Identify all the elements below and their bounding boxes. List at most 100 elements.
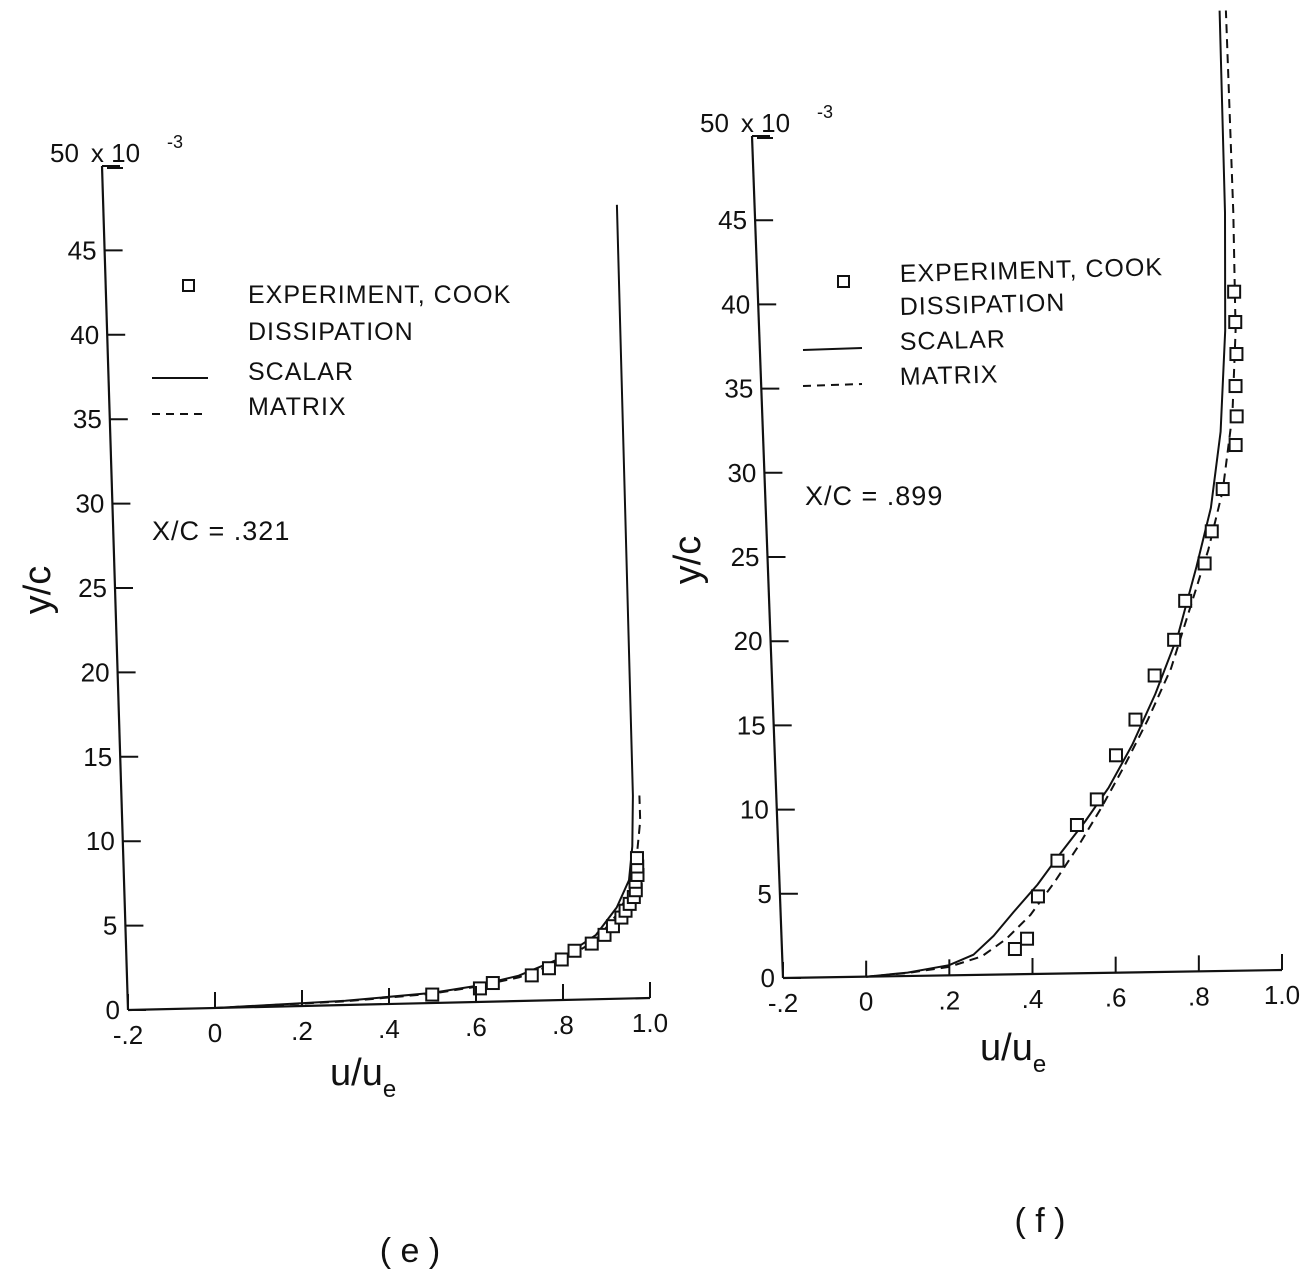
panel-e-marker-experiment-cook [541, 961, 556, 976]
panel-e-x-tick-label: .6 [465, 1012, 487, 1042]
panel-e-x-tick-label: .2 [291, 1016, 313, 1046]
panel-f-marker-experiment-cook [1050, 853, 1065, 868]
panel-e-legend-scalar: SCALAR [248, 358, 354, 386]
panel-e-y-scale-exp: -3 [167, 132, 183, 152]
panel-e-legend-matrix: MATRIX [248, 393, 347, 421]
panel-e-marker-experiment-cook [485, 976, 500, 991]
panel-f-y-scale: x 10 [741, 108, 790, 138]
panel-e-y-tick-label: 0 [106, 995, 120, 1025]
panel-f-legend-marker-experiment [837, 275, 850, 288]
panel-f-marker-experiment-cook [1228, 379, 1243, 394]
panel-e-label: ( e ) [380, 1232, 440, 1270]
panel-e-marker-experiment-cook [554, 952, 569, 967]
panel-e-marker-experiment-cook [425, 987, 440, 1002]
panel-f-y-scale-exp: -3 [817, 102, 833, 122]
panel-f-marker-experiment-cook [1197, 556, 1212, 571]
panel-f-legend-title: DISSIPATION [899, 289, 1065, 321]
panel-f-x-tick-label: .4 [1022, 984, 1044, 1014]
panel-e-legend: EXPERIMENT, COOK DISSIPATION SCALAR MATR… [152, 279, 511, 421]
panel-f-x-tick-label: -.2 [768, 988, 798, 1018]
panel-f-x-tick-label: 1.0 [1264, 980, 1300, 1010]
panel-f-x-label-main: u/u [980, 1027, 1033, 1069]
panel-e-x-tick-label: 0 [208, 1018, 222, 1048]
panel-e-x-tick-label: -.2 [113, 1020, 143, 1050]
panel-f-y-tick-label: 15 [737, 710, 766, 740]
panel-f-marker-experiment-cook [1030, 889, 1045, 904]
panel-e-marker-experiment-cook [524, 968, 539, 983]
panel-f-marker-experiment-cook [1227, 284, 1242, 299]
panel-e-x-label-sub: e [383, 1076, 396, 1103]
panel-f-x-label-sub: e [1033, 1051, 1046, 1078]
panel-f-marker-experiment-cook [1089, 792, 1104, 807]
panel-e-y-tick-label: 20 [81, 657, 110, 687]
panel-f-legend-matrix: MATRIX [899, 360, 998, 391]
panel-e-marks [214, 204, 645, 1009]
panel-e-y-tick-top: 50 [50, 138, 79, 168]
panel-f-y-scale-base: 50 x 10 [700, 108, 790, 138]
panel-e-legend-experiment: EXPERIMENT, COOK [248, 281, 511, 309]
panel-e-y-tick-label: 5 [103, 911, 117, 941]
panel-f-marks [866, 10, 1244, 978]
panel-f-marker-experiment-cook [1128, 712, 1143, 727]
panel-f-x-tick-label: .6 [1105, 983, 1127, 1013]
panel-f-marker-experiment-cook [1007, 942, 1022, 957]
panel-e-x-tick-label: 1.0 [632, 1008, 668, 1038]
panel-f-marker-experiment-cook [1020, 931, 1035, 946]
panel-e-x-tick-label: .4 [378, 1014, 400, 1044]
panel-e-y-tick-label: 10 [86, 826, 115, 856]
panel-f-x-tick-label: .8 [1188, 981, 1210, 1011]
panel-e-y-scale: x 10 [91, 138, 140, 168]
panel-f-annotation: X/C = .899 [805, 481, 943, 511]
panel-f-y-tick-label: 30 [727, 458, 756, 488]
panel-f-marker-experiment-cook [1228, 315, 1243, 330]
panel-f-y-tick-label: 5 [757, 879, 771, 909]
panel-e-y-tick-label: 25 [78, 573, 107, 603]
panel-f-marker-experiment-cook [1147, 668, 1162, 683]
panel-f-y-tick-label: 0 [761, 963, 775, 993]
panel-e-y-tick-label: 45 [68, 235, 97, 265]
panel-e-legend-marker-experiment [182, 279, 195, 292]
panel-f-legend-line-matrix [802, 383, 863, 387]
panel-f-y-axis-label: y/c [667, 536, 709, 585]
panel-f-line-scalar [866, 10, 1227, 978]
panel-f-marker-experiment-cook [1229, 347, 1244, 362]
panel-f-legend-scalar: SCALAR [899, 325, 1006, 356]
panel-f-marker-experiment-cook [1204, 524, 1219, 539]
panel-e-marker-experiment-cook [629, 851, 644, 866]
panel-f-y-tick-label: 40 [721, 289, 750, 319]
panel-e-y-axis-label: y/c [17, 566, 59, 615]
panel-f-x-axis-label: u/ue [980, 1027, 1046, 1078]
panel-e-y-tick-label: 30 [75, 489, 104, 519]
panel-e-marker-experiment-cook [567, 943, 582, 958]
panel-e-annotation: X/C = .321 [152, 516, 290, 546]
panel-f-marker-experiment-cook [1178, 593, 1193, 608]
panel-f-x-tick-label: 0 [859, 987, 873, 1017]
panel-f-legend-line-scalar [802, 347, 863, 351]
panel-e-x-label-main: u/u [330, 1052, 383, 1094]
panel-e-y-tick-label: 35 [73, 404, 102, 434]
panel-e-y-tick-label: 15 [83, 742, 112, 772]
panel-f-label: ( f ) [1015, 1202, 1066, 1240]
panel-f-y-tick-label: 35 [724, 374, 753, 404]
panel-f-x-tick-label: .2 [938, 985, 960, 1015]
panel-f-legend: EXPERIMENT, COOK DISSIPATION SCALAR MATR… [802, 253, 1163, 391]
panel-e-x-axis-label: u/ue [330, 1052, 396, 1103]
panel-f-y-tick-label: 45 [718, 205, 747, 235]
panel-e-line-matrix [214, 795, 642, 1009]
panel-f-marker-experiment-cook [1108, 748, 1123, 763]
panel-f-y-tick-label: 25 [731, 542, 760, 572]
panel-f-marker-experiment-cook [1167, 632, 1182, 647]
panel-f-marker-experiment-cook [1229, 409, 1244, 424]
panel-f-legend-experiment: EXPERIMENT, COOK [899, 253, 1163, 288]
panel-e-y-tick-label: 40 [70, 320, 99, 350]
panel-f-marker-experiment-cook [1228, 438, 1243, 453]
panel-e-marker-experiment-cook [584, 936, 599, 951]
panel-f-marker-experiment-cook [1069, 818, 1084, 833]
panel-e-y-scale-base: 50 x 10 [50, 138, 140, 168]
panel-e-legend-title: DISSIPATION [248, 318, 414, 346]
